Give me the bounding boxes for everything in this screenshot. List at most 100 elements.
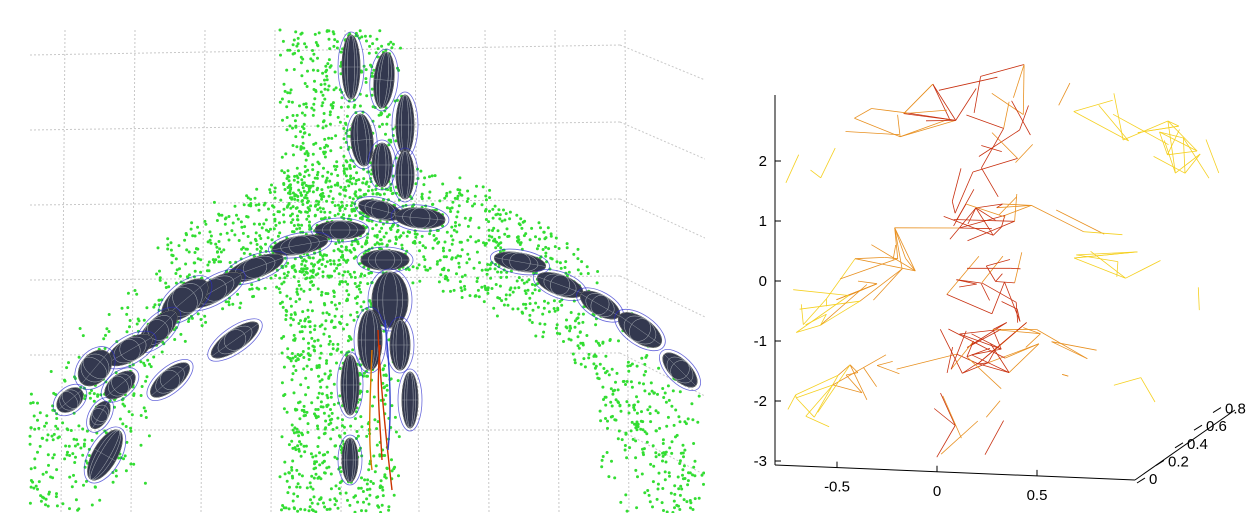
- scatter-point: [307, 215, 310, 218]
- scatter-point: [635, 395, 638, 398]
- scatter-point: [613, 418, 616, 421]
- scatter-point: [200, 318, 203, 321]
- scatter-point: [318, 436, 321, 439]
- scatter-point: [346, 115, 349, 118]
- mesh-edge: [1164, 140, 1175, 173]
- scatter-point: [216, 219, 219, 222]
- scatter-point: [324, 181, 327, 184]
- scatter-point: [429, 267, 432, 270]
- scatter-point: [338, 394, 341, 397]
- scatter-point: [287, 271, 290, 274]
- scatter-point: [656, 498, 659, 501]
- scatter-point: [657, 367, 660, 370]
- scatter-point: [333, 270, 336, 273]
- scatter-point: [617, 437, 620, 440]
- scatter-point: [310, 262, 313, 265]
- scatter-point: [302, 147, 305, 150]
- scatter-point: [298, 440, 301, 443]
- grid-line-horizontal: [30, 276, 620, 280]
- scatter-point: [313, 340, 316, 343]
- grid-line-depth: [620, 45, 705, 80]
- scatter-point: [338, 434, 341, 437]
- scatter-point: [395, 431, 398, 434]
- scatter-point: [54, 425, 57, 428]
- scatter-point: [306, 486, 309, 489]
- scatter-point: [312, 488, 315, 491]
- scatter-point: [135, 293, 138, 296]
- scatter-point: [681, 468, 684, 471]
- scatter-point: [608, 373, 611, 376]
- scatter-point: [349, 175, 352, 178]
- scatter-point: [82, 334, 85, 337]
- scatter-point: [465, 261, 468, 264]
- mesh-edge: [1015, 252, 1022, 283]
- scatter-point: [673, 506, 676, 509]
- scatter-point: [607, 475, 610, 478]
- scatter-point: [332, 45, 335, 48]
- scatter-point: [281, 156, 284, 159]
- scatter-point: [387, 43, 390, 46]
- scatter-point: [573, 358, 576, 361]
- scatter-point: [494, 267, 497, 270]
- scatter-point: [68, 445, 71, 448]
- scatter-point: [587, 272, 590, 275]
- scatter-point: [574, 361, 577, 364]
- scatter-point: [340, 351, 343, 354]
- scatter-point: [333, 38, 336, 41]
- scatter-point: [476, 251, 479, 254]
- scatter-point: [689, 471, 692, 474]
- scatter-point: [29, 502, 32, 505]
- scatter-point: [42, 473, 45, 476]
- scatter-point: [498, 297, 501, 300]
- mesh-edge: [981, 128, 1003, 168]
- scatter-point: [327, 88, 330, 91]
- scatter-point: [627, 361, 630, 364]
- scatter-point: [495, 283, 498, 286]
- mesh-edge: [986, 401, 1000, 418]
- scatter-point: [292, 318, 295, 321]
- scatter-point: [301, 182, 304, 185]
- scatter-point: [317, 203, 320, 206]
- mesh-edge: [1059, 83, 1070, 105]
- scatter-point: [340, 51, 343, 54]
- scatter-point: [31, 481, 34, 484]
- scatter-point: [56, 504, 59, 507]
- scatter-point: [574, 326, 577, 329]
- scatter-point: [685, 500, 688, 503]
- scatter-point: [272, 213, 275, 216]
- scatter-point: [345, 261, 348, 264]
- scatter-point: [373, 396, 376, 399]
- scatter-point: [297, 224, 300, 227]
- z-tick-label: 0: [1149, 471, 1157, 488]
- scatter-point: [311, 456, 314, 459]
- scatter-point: [305, 271, 308, 274]
- scatter-point: [301, 325, 304, 328]
- scatter-point: [191, 317, 194, 320]
- scatter-point: [282, 40, 285, 43]
- scatter-point: [486, 292, 489, 295]
- scatter-point: [283, 276, 286, 279]
- scatter-point: [296, 195, 299, 198]
- mesh-edge: [1091, 251, 1126, 278]
- scatter-point: [316, 445, 319, 448]
- scatter-point: [556, 332, 559, 335]
- scatter-point: [30, 467, 33, 470]
- scatter-point: [282, 335, 285, 338]
- scatter-point: [258, 223, 261, 226]
- scatter-point: [319, 477, 322, 480]
- scatter-point: [565, 319, 568, 322]
- scatter-point: [274, 218, 277, 221]
- scatter-point: [346, 323, 349, 326]
- scatter-point: [302, 290, 305, 293]
- scatter-point: [461, 275, 464, 278]
- scatter-point: [302, 409, 305, 412]
- scatter-point: [579, 342, 582, 345]
- scatter-point: [226, 232, 229, 235]
- scatter-point: [617, 388, 620, 391]
- scatter-point: [384, 403, 387, 406]
- scatter-point: [499, 276, 502, 279]
- scatter-point: [491, 287, 494, 290]
- scatter-point: [343, 167, 346, 170]
- scatter-point: [610, 460, 613, 463]
- scatter-point: [320, 91, 323, 94]
